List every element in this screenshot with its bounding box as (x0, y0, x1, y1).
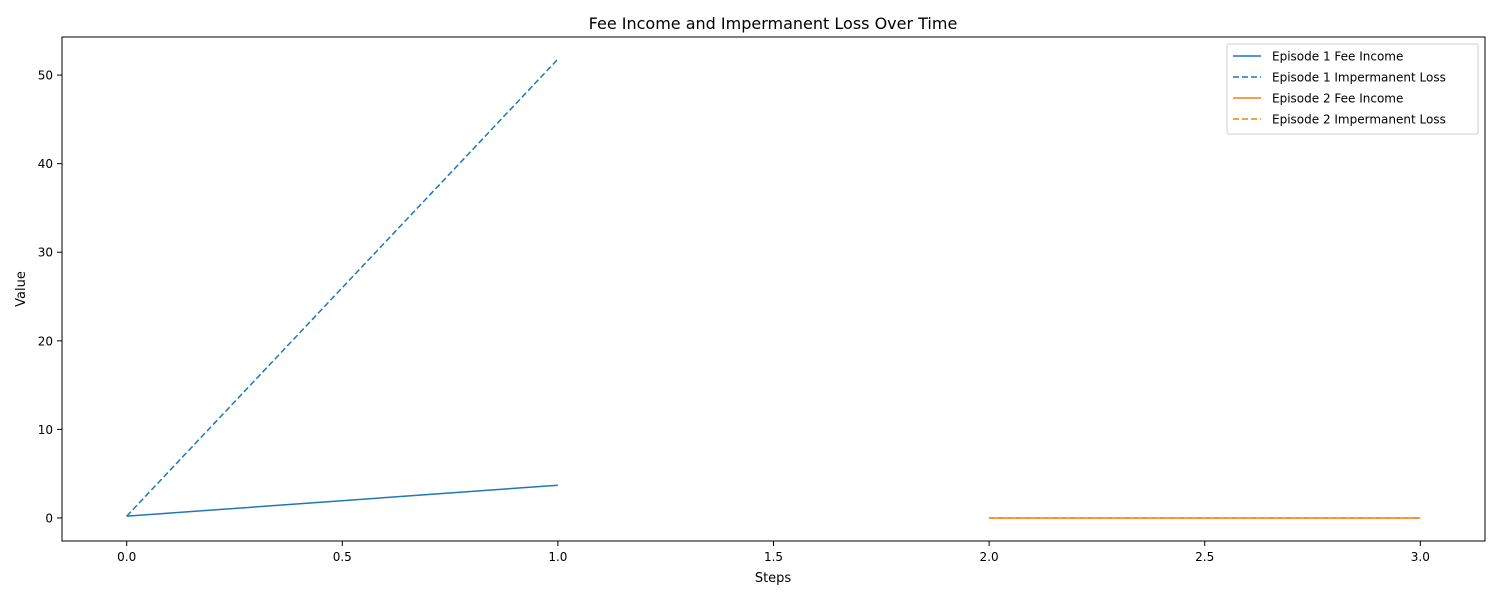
legend-label: Episode 2 Impermanent Loss (1272, 113, 1446, 127)
x-axis-label: Steps (755, 571, 792, 586)
legend-box (1226, 43, 1479, 135)
x-tick-label: 0.5 (333, 550, 352, 564)
y-tick-label: 50 (38, 69, 53, 83)
y-tick-label: 10 (38, 423, 53, 437)
y-axis-ticks: 0 10 20 30 40 50 (38, 69, 62, 525)
y-tick-label: 30 (38, 246, 53, 260)
legend-label: Episode 1 Fee Income (1272, 50, 1403, 64)
x-tick-label: 1.5 (764, 550, 783, 564)
x-tick-label: 3.0 (1411, 550, 1430, 564)
x-tick-label: 1.0 (548, 550, 567, 564)
y-tick-label: 0 (45, 511, 53, 525)
y-tick-label: 40 (38, 157, 53, 171)
x-tick-label: 0.0 (117, 550, 136, 564)
y-axis-label: Value (14, 271, 29, 307)
series-line-2 (126, 58, 559, 517)
x-axis-ticks: 0.0 0.5 1.0 1.5 2.0 2.5 3.0 (117, 541, 1430, 564)
plot-lines (126, 58, 1421, 519)
legend-label: Episode 2 Fee Income (1272, 92, 1403, 106)
x-tick-label: 2.0 (980, 550, 999, 564)
legend-label: Episode 1 Impermanent Loss (1272, 71, 1446, 85)
x-tick-label: 2.5 (1195, 550, 1214, 564)
y-tick-label: 20 (38, 334, 53, 348)
chart-title: Fee Income and Impermanent Loss Over Tim… (589, 14, 958, 33)
series-line-1 (126, 484, 558, 517)
legend: Episode 1 Fee Income Episode 1 Impermanen… (1226, 43, 1479, 135)
